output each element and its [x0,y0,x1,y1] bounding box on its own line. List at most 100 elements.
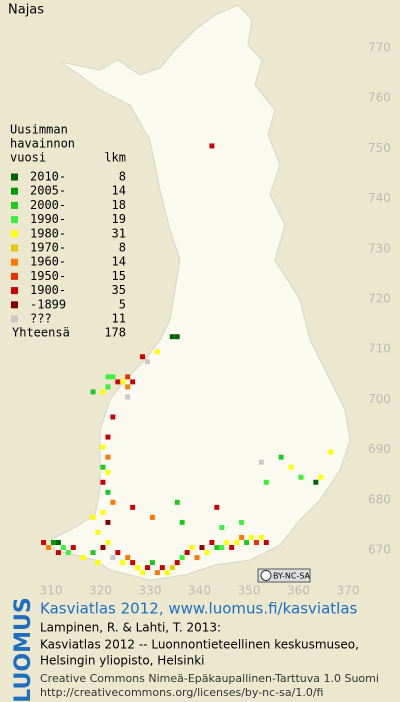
observation [46,545,51,550]
observation [253,540,259,545]
legend-swatch [11,173,18,181]
observation [125,555,131,561]
observation [219,524,225,530]
legend-label: 1990- [30,212,66,226]
observation [219,545,225,550]
legend-count: 35 [112,283,126,297]
legend-count: 8 [119,241,126,255]
legend-heading: vuosi [10,151,46,165]
license: Creative Commons Nimeä-Epäkaupallinen-Ta… [40,672,379,685]
observation [70,545,76,550]
y-tick-label: 720 [368,292,391,306]
observation [105,374,111,380]
observation [224,540,230,545]
observation [328,449,334,455]
legend-count: 18 [112,198,126,212]
legend-total: 178 [104,326,126,340]
observation [244,540,249,545]
observation [110,555,116,561]
observation [174,560,180,566]
observation [55,540,61,545]
observation [229,545,235,550]
footer-link[interactable]: Kasviatlas 2012, www.luomus.fi/kasviatla… [40,600,358,618]
observation [110,374,116,380]
observation [100,464,106,470]
observation [154,570,160,576]
land [49,4,351,581]
observation [95,529,101,535]
badge-box [257,568,311,583]
citation: Lampinen, R. & Lahti, T. 2013: [40,621,221,635]
legend-swatch [11,272,18,280]
points [41,143,334,576]
observation [150,560,155,566]
citation: Kasviatlas 2012 -- Luonnontieteellinen k… [40,638,359,652]
license: http://creativecommons.org/licenses/by-n… [40,686,323,699]
x-tick-label: 370 [337,584,360,598]
observation [214,504,220,510]
observation [288,464,294,470]
observation [41,540,47,545]
observation [125,384,131,390]
observation [90,550,96,556]
observation [209,143,215,149]
license-badge: BY-NC-SA [257,568,311,583]
x-tick-label: 360 [287,584,310,598]
legend-swatch [11,187,18,195]
legend-swatch [11,301,18,309]
observation [258,459,264,465]
observation [179,519,185,525]
legend-swatch [11,230,18,238]
x-tick-label: 340 [188,584,211,598]
cc-icon [260,570,272,581]
legend-count: 8 [119,170,126,184]
observation [169,565,175,571]
observation [258,535,264,540]
legend-label: 2000- [30,198,66,212]
legend-count: 15 [112,269,126,283]
observation [313,479,319,485]
observation [150,514,155,520]
observation [298,474,304,480]
legend-heading: havainnon [10,137,75,151]
observation [110,414,116,420]
title: Najas [8,3,44,18]
legend-label: 1970- [30,241,66,255]
observation [204,550,210,556]
y-tick-label: 700 [368,392,391,406]
observation [174,499,180,505]
legend-swatch [11,258,18,266]
observation [169,334,175,340]
legend-swatch [11,201,18,209]
logo: LUOMUS [11,597,36,702]
observation [100,545,106,550]
observation [105,519,111,525]
legend-label: ??? [30,312,52,326]
x-tick-label: 330 [139,584,162,598]
legend-label: 1980- [30,226,66,240]
observation [234,540,240,545]
badge-text: BY-NC-SA [273,572,311,581]
y-tick-label: 750 [368,141,391,155]
observation [105,469,111,475]
observation [105,434,111,440]
y-tick-label: 710 [368,342,391,356]
observation [239,535,245,540]
legend-label: 1950- [30,269,66,283]
y-tick-label: 760 [368,91,391,105]
observation [125,394,131,400]
legend-count: 14 [112,255,126,269]
observation [115,379,121,385]
observation [140,570,146,576]
legend-count: 5 [119,297,126,311]
observation [249,535,254,540]
legend-swatch [11,244,18,252]
observation [318,474,324,480]
observation [278,454,284,460]
legend-label: 1960- [30,255,66,269]
observation [90,514,96,520]
observation [199,545,205,550]
observation [130,379,136,385]
legend-count-heading: lkm [104,151,126,165]
